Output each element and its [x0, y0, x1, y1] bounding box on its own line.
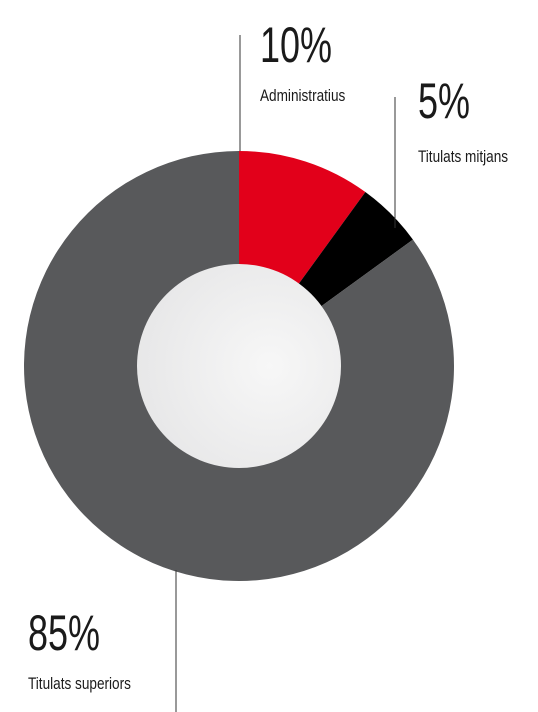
- donut-hole: [137, 264, 341, 468]
- category-label: Titulats mitjans: [418, 148, 508, 167]
- value-label: 10%: [260, 18, 332, 73]
- value-label: 85%: [28, 606, 100, 661]
- category-label: Administratius: [260, 87, 346, 106]
- value-label: 5%: [418, 74, 470, 129]
- category-label: Titulats superiors: [28, 675, 131, 694]
- labels: 10% Administratius 5% Titulats mitjans 85% Ti…: [28, 18, 508, 712]
